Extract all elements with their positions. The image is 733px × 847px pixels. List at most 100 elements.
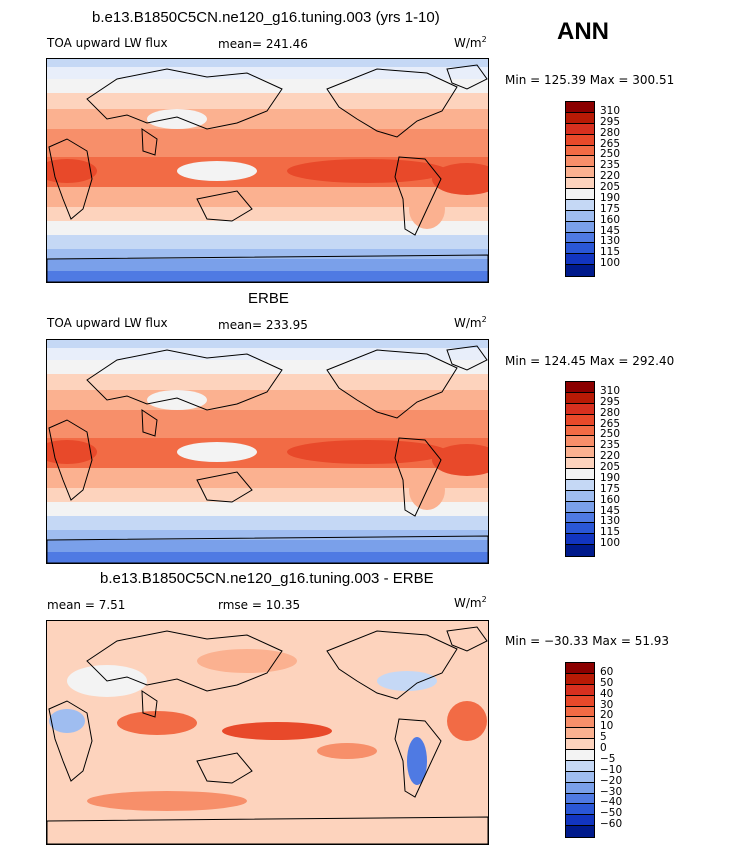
colorbar-tick-label: 265: [600, 137, 621, 150]
colorbar-swatch: [566, 750, 594, 761]
contour-band: [47, 67, 488, 79]
colorbar-tick-label: 10: [600, 720, 614, 733]
colorbar-swatches: [565, 662, 595, 838]
panel-3-title: b.e13.B1850C5CN.ne120_g16.tuning.003 - E…: [100, 570, 434, 587]
map-svg: [47, 621, 488, 844]
contour-band: [47, 187, 488, 207]
panel-1-units: W/m2: [454, 35, 487, 50]
panel-3-minmax: Min = −30.33 Max = 51.93: [505, 634, 670, 648]
coastline: [86, 349, 283, 411]
contour-band: [47, 530, 488, 540]
coastline: [86, 630, 283, 692]
contour-band: [47, 79, 488, 93]
colorbar-swatch: [566, 447, 594, 459]
colorbar-tick-label: −50: [600, 807, 623, 820]
colorbar-swatch: [566, 243, 594, 255]
panel-2-map: [46, 339, 489, 564]
colorbar-swatch: [566, 717, 594, 729]
coastline: [48, 419, 93, 501]
colorbar-swatch: [566, 523, 594, 535]
colorbar-tick-label: −40: [600, 796, 623, 809]
contour-region: [47, 159, 97, 183]
contour-region: [407, 737, 427, 785]
colorbar-tick-label: 130: [600, 235, 621, 248]
colorbar-tick-label: 280: [600, 126, 621, 139]
colorbar-swatch: [566, 178, 594, 189]
coastline: [326, 630, 458, 700]
contour-band: [47, 488, 488, 502]
coastline: [48, 138, 93, 220]
contour-region: [147, 109, 207, 129]
colorbar-swatch: [566, 501, 594, 513]
colorbar-swatch: [566, 167, 594, 179]
panel-2-variable-label: TOA upward LW flux: [47, 316, 168, 330]
contour-band: [47, 516, 488, 530]
colorbar-tick-label: 50: [600, 676, 614, 689]
contour-band: [47, 271, 488, 282]
contour-band: [47, 59, 488, 67]
map-svg: [47, 59, 488, 282]
contour-region: [147, 390, 207, 410]
contour-region: [317, 743, 377, 759]
contour-region: [377, 671, 437, 691]
coastline: [48, 700, 93, 782]
colorbar-swatch: [566, 425, 594, 437]
coastline: [394, 156, 442, 236]
coastline: [394, 718, 442, 798]
colorbar-swatch: [566, 189, 594, 200]
colorbar-tick-label: 310: [600, 104, 621, 117]
coastline: [86, 68, 283, 130]
colorbar-swatch: [566, 771, 594, 783]
colorbar-tick-label: 205: [600, 181, 621, 193]
colorbar-swatch: [566, 663, 594, 674]
colorbar-tick-label: 160: [600, 493, 621, 506]
coastline: [47, 816, 488, 844]
colorbar-swatch: [566, 265, 594, 276]
colorbar-swatch: [566, 826, 594, 837]
colorbar-tick-label: 295: [600, 115, 621, 128]
contour-band: [47, 235, 488, 249]
colorbar-swatch: [566, 392, 594, 404]
coastline: [446, 345, 488, 371]
colorbar-swatches: [565, 101, 595, 277]
colorbar-swatch: [566, 545, 594, 556]
colorbar-tick-label: 235: [600, 439, 621, 452]
contour-band: [47, 552, 488, 563]
season-label: ANN: [557, 18, 609, 45]
colorbar-swatch: [566, 469, 594, 480]
contour-region: [432, 444, 488, 476]
coastline: [446, 64, 488, 90]
contour-region: [222, 722, 332, 740]
colorbar-swatch: [566, 382, 594, 393]
colorbar-tick-label: 220: [600, 170, 621, 183]
contour-region: [287, 159, 447, 183]
colorbar-swatch: [566, 512, 594, 524]
coastline: [47, 535, 488, 563]
contour-band: [47, 468, 488, 488]
colorbar-tick-label: 190: [600, 191, 621, 204]
colorbar-tick-label: 160: [600, 213, 621, 226]
colorbar-tick-label: −60: [600, 818, 623, 831]
contour-band: [47, 502, 488, 516]
colorbar-tick-label: 265: [600, 417, 621, 430]
colorbar-tick-label: 250: [600, 428, 621, 441]
contour-region: [47, 440, 97, 464]
colorbar-tick-label: 5: [600, 731, 607, 744]
colorbar-tick-label: 145: [600, 224, 621, 237]
colorbar-swatch: [566, 414, 594, 426]
coastline: [196, 752, 253, 784]
panel-3-map: [46, 620, 489, 845]
colorbar-swatch: [566, 232, 594, 244]
colorbar-tick-label: 280: [600, 406, 621, 419]
coastline: [141, 409, 158, 437]
coastline: [141, 128, 158, 156]
colorbar-tick-label: 30: [600, 698, 614, 711]
colorbar-swatch: [566, 210, 594, 222]
panel-2-units: W/m2: [454, 315, 487, 330]
colorbar-tick-label: 40: [600, 687, 614, 700]
colorbar-swatch: [566, 156, 594, 168]
colorbar-swatch: [566, 458, 594, 469]
colorbar-swatch: [566, 490, 594, 502]
map-svg: [47, 340, 488, 563]
colorbar-swatch: [566, 706, 594, 718]
